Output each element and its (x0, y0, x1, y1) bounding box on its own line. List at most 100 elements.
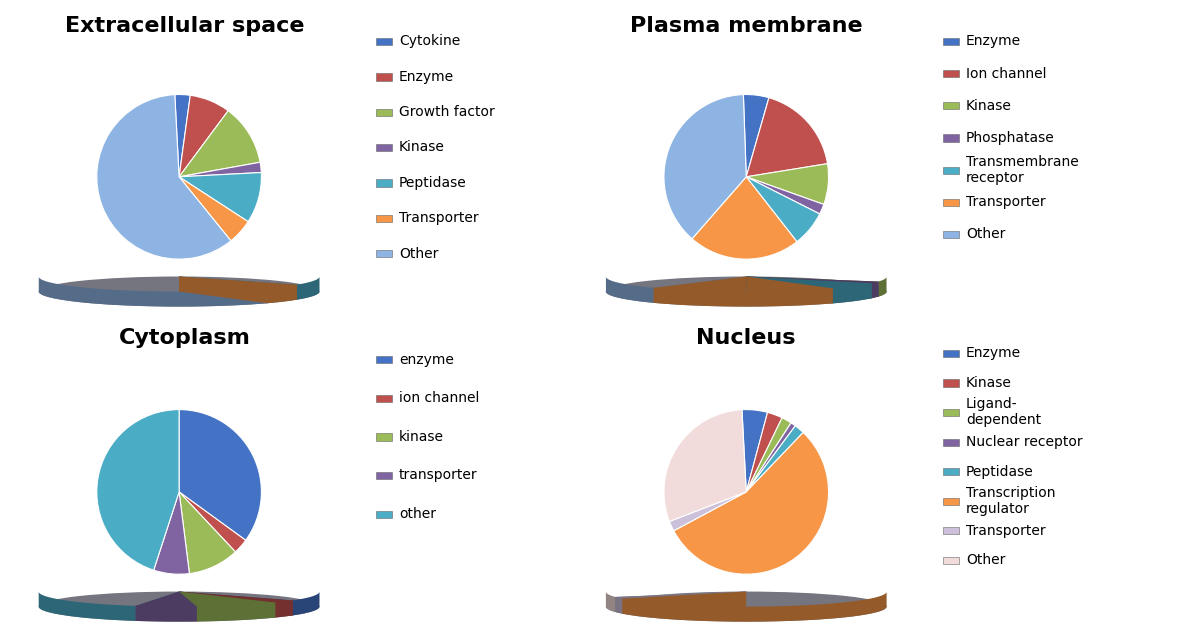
Polygon shape (267, 285, 297, 303)
Text: Phosphatase: Phosphatase (966, 131, 1054, 145)
Wedge shape (179, 111, 260, 177)
Polygon shape (879, 276, 887, 296)
Wedge shape (179, 172, 261, 222)
Text: kinase: kinase (399, 430, 444, 444)
Wedge shape (746, 177, 824, 214)
Polygon shape (622, 591, 887, 622)
Polygon shape (136, 592, 179, 621)
Text: Kinase: Kinase (399, 140, 444, 154)
Text: transporter: transporter (399, 468, 478, 482)
Text: other: other (399, 507, 436, 521)
Text: Other: Other (966, 227, 1005, 241)
Polygon shape (179, 592, 197, 622)
Wedge shape (746, 418, 792, 492)
Text: Transporter: Transporter (966, 195, 1046, 209)
Wedge shape (179, 492, 246, 552)
Text: Enzyme: Enzyme (399, 69, 454, 84)
Text: Transcription
regulator: Transcription regulator (966, 486, 1055, 516)
Wedge shape (693, 177, 796, 259)
Polygon shape (179, 592, 293, 615)
Text: Ion channel: Ion channel (966, 66, 1046, 80)
Text: Ligand-
dependent: Ligand- dependent (966, 397, 1041, 428)
Text: Cytoplasm: Cytoplasm (119, 328, 251, 348)
Polygon shape (605, 276, 654, 303)
Polygon shape (654, 276, 746, 303)
Text: Enzyme: Enzyme (966, 346, 1021, 360)
Wedge shape (746, 423, 795, 492)
Wedge shape (746, 426, 804, 492)
Text: Peptidase: Peptidase (399, 176, 467, 190)
Polygon shape (136, 606, 197, 622)
Polygon shape (276, 601, 293, 617)
Wedge shape (664, 95, 746, 239)
Wedge shape (746, 412, 782, 492)
Polygon shape (179, 276, 267, 303)
Text: Transporter: Transporter (399, 211, 479, 225)
Polygon shape (746, 276, 832, 303)
Polygon shape (872, 282, 879, 298)
Text: Nucleus: Nucleus (696, 328, 796, 348)
Polygon shape (179, 276, 297, 300)
Polygon shape (38, 592, 136, 621)
Wedge shape (744, 95, 769, 177)
Text: Other: Other (966, 553, 1005, 567)
Text: Cytokine: Cytokine (399, 34, 460, 48)
Wedge shape (746, 98, 827, 177)
Polygon shape (746, 276, 879, 296)
Ellipse shape (38, 592, 320, 622)
Polygon shape (746, 276, 872, 298)
Text: enzyme: enzyme (399, 352, 454, 367)
Wedge shape (179, 177, 248, 240)
Wedge shape (179, 162, 261, 177)
Ellipse shape (605, 592, 887, 622)
Text: Peptidase: Peptidase (966, 464, 1034, 478)
Polygon shape (179, 592, 293, 615)
Text: Transmembrane
receptor: Transmembrane receptor (966, 155, 1078, 185)
Polygon shape (622, 592, 746, 613)
Ellipse shape (38, 276, 320, 307)
Polygon shape (179, 592, 276, 617)
Wedge shape (746, 164, 829, 204)
Wedge shape (664, 410, 746, 521)
Polygon shape (654, 276, 746, 303)
Wedge shape (670, 492, 746, 530)
Text: Kinase: Kinase (966, 376, 1011, 390)
Polygon shape (615, 597, 622, 613)
Polygon shape (746, 276, 832, 303)
Polygon shape (615, 592, 746, 612)
Polygon shape (197, 602, 276, 622)
Wedge shape (97, 95, 230, 259)
Text: Other: Other (399, 246, 438, 260)
Text: Kinase: Kinase (966, 98, 1011, 113)
Wedge shape (673, 433, 829, 574)
Wedge shape (154, 492, 190, 574)
Polygon shape (179, 276, 267, 303)
Polygon shape (179, 592, 197, 622)
Wedge shape (179, 95, 228, 177)
Polygon shape (297, 276, 320, 300)
Polygon shape (605, 591, 615, 612)
Text: Extracellular space: Extracellular space (66, 16, 304, 36)
Wedge shape (179, 410, 261, 540)
Polygon shape (615, 592, 746, 612)
Polygon shape (179, 592, 276, 617)
Text: Transporter: Transporter (966, 523, 1046, 538)
Text: Enzyme: Enzyme (966, 34, 1021, 48)
Text: Plasma membrane: Plasma membrane (630, 16, 862, 36)
Wedge shape (174, 95, 190, 177)
Polygon shape (293, 592, 320, 615)
Text: ion channel: ion channel (399, 391, 479, 405)
Polygon shape (746, 276, 879, 296)
Polygon shape (654, 288, 832, 307)
Ellipse shape (605, 276, 887, 307)
Wedge shape (179, 492, 235, 574)
Polygon shape (622, 592, 746, 613)
Wedge shape (741, 410, 768, 492)
Text: Growth factor: Growth factor (399, 105, 494, 119)
Polygon shape (38, 276, 267, 307)
Polygon shape (179, 276, 297, 300)
Text: Nuclear receptor: Nuclear receptor (966, 435, 1083, 449)
Polygon shape (136, 592, 179, 621)
Polygon shape (832, 284, 872, 303)
Wedge shape (97, 410, 179, 570)
